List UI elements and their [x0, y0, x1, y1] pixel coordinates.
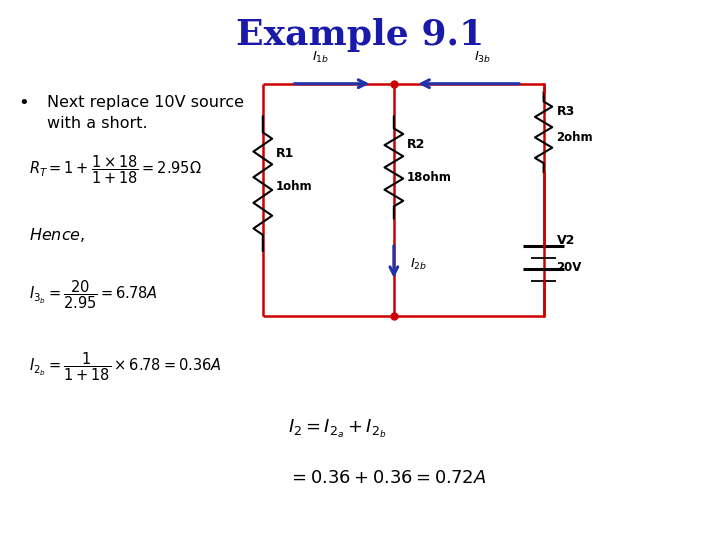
Text: $I_{3_b} = \dfrac{20}{2.95} = 6.78A$: $I_{3_b} = \dfrac{20}{2.95} = 6.78A$: [29, 278, 158, 310]
Text: Example 9.1: Example 9.1: [236, 18, 484, 52]
Text: $I_{3b}$: $I_{3b}$: [474, 50, 492, 65]
Text: R2: R2: [407, 138, 426, 151]
Text: $I_2 = I_{2_a} + I_{2_b}$: $I_2 = I_{2_a} + I_{2_b}$: [288, 418, 387, 440]
Text: R3: R3: [557, 105, 575, 118]
Text: 1ohm: 1ohm: [276, 180, 312, 193]
Text: $I_{2b}$: $I_{2b}$: [410, 257, 427, 272]
Text: 2ohm: 2ohm: [557, 131, 593, 144]
Text: $I_{1b}$: $I_{1b}$: [312, 50, 330, 65]
Text: V2: V2: [557, 234, 575, 247]
Text: $Hence,$: $Hence,$: [29, 226, 85, 244]
Text: 18ohm: 18ohm: [407, 171, 451, 184]
Text: $R_T = 1+\dfrac{1\times18}{1+18} = 2.95\Omega$: $R_T = 1+\dfrac{1\times18}{1+18} = 2.95\…: [29, 154, 202, 186]
Text: Next replace 10V source
with a short.: Next replace 10V source with a short.: [47, 94, 244, 131]
Text: $I_{2_b} = \dfrac{1}{1+18}\times6.78 = 0.36A$: $I_{2_b} = \dfrac{1}{1+18}\times6.78 = 0…: [29, 351, 222, 383]
Text: $= 0.36 + 0.36 = 0.72A$: $= 0.36 + 0.36 = 0.72A$: [288, 469, 486, 487]
Text: R1: R1: [276, 147, 294, 160]
Text: •: •: [18, 94, 29, 112]
Text: 20V: 20V: [557, 261, 582, 274]
